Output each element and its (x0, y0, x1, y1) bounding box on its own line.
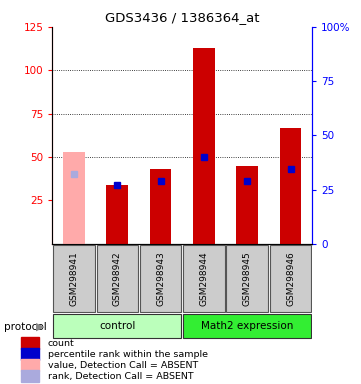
Bar (96, 245, 138, 311)
Text: ▶: ▶ (36, 322, 45, 332)
Text: rank, Detection Call = ABSENT: rank, Detection Call = ABSENT (48, 372, 193, 381)
Text: control: control (99, 321, 135, 331)
Text: count: count (48, 339, 74, 348)
Bar (53, 314, 182, 339)
Text: GSM298944: GSM298944 (200, 251, 208, 306)
Bar (270, 245, 312, 311)
Bar (193, 48, 215, 244)
Bar (236, 166, 258, 244)
Text: value, Detection Call = ABSENT: value, Detection Call = ABSENT (48, 361, 198, 370)
Bar (21, 370, 39, 382)
Bar (21, 336, 39, 349)
Bar (140, 245, 182, 311)
Text: GSM298943: GSM298943 (156, 251, 165, 306)
Title: GDS3436 / 1386364_at: GDS3436 / 1386364_at (105, 11, 260, 24)
Text: GSM298942: GSM298942 (113, 251, 122, 306)
Bar (183, 245, 225, 311)
Bar (106, 185, 128, 244)
Bar (226, 245, 268, 311)
Text: GSM298945: GSM298945 (243, 251, 252, 306)
Bar (280, 127, 301, 244)
Text: GSM298941: GSM298941 (70, 251, 78, 306)
Bar (150, 169, 171, 244)
Bar (53, 245, 95, 311)
Text: percentile rank within the sample: percentile rank within the sample (48, 350, 208, 359)
Text: protocol: protocol (4, 322, 46, 332)
Bar (63, 152, 85, 244)
Text: Math2 expression: Math2 expression (201, 321, 293, 331)
Bar (21, 348, 39, 360)
Bar (183, 314, 312, 339)
Bar (21, 359, 39, 371)
Text: GSM298946: GSM298946 (286, 251, 295, 306)
